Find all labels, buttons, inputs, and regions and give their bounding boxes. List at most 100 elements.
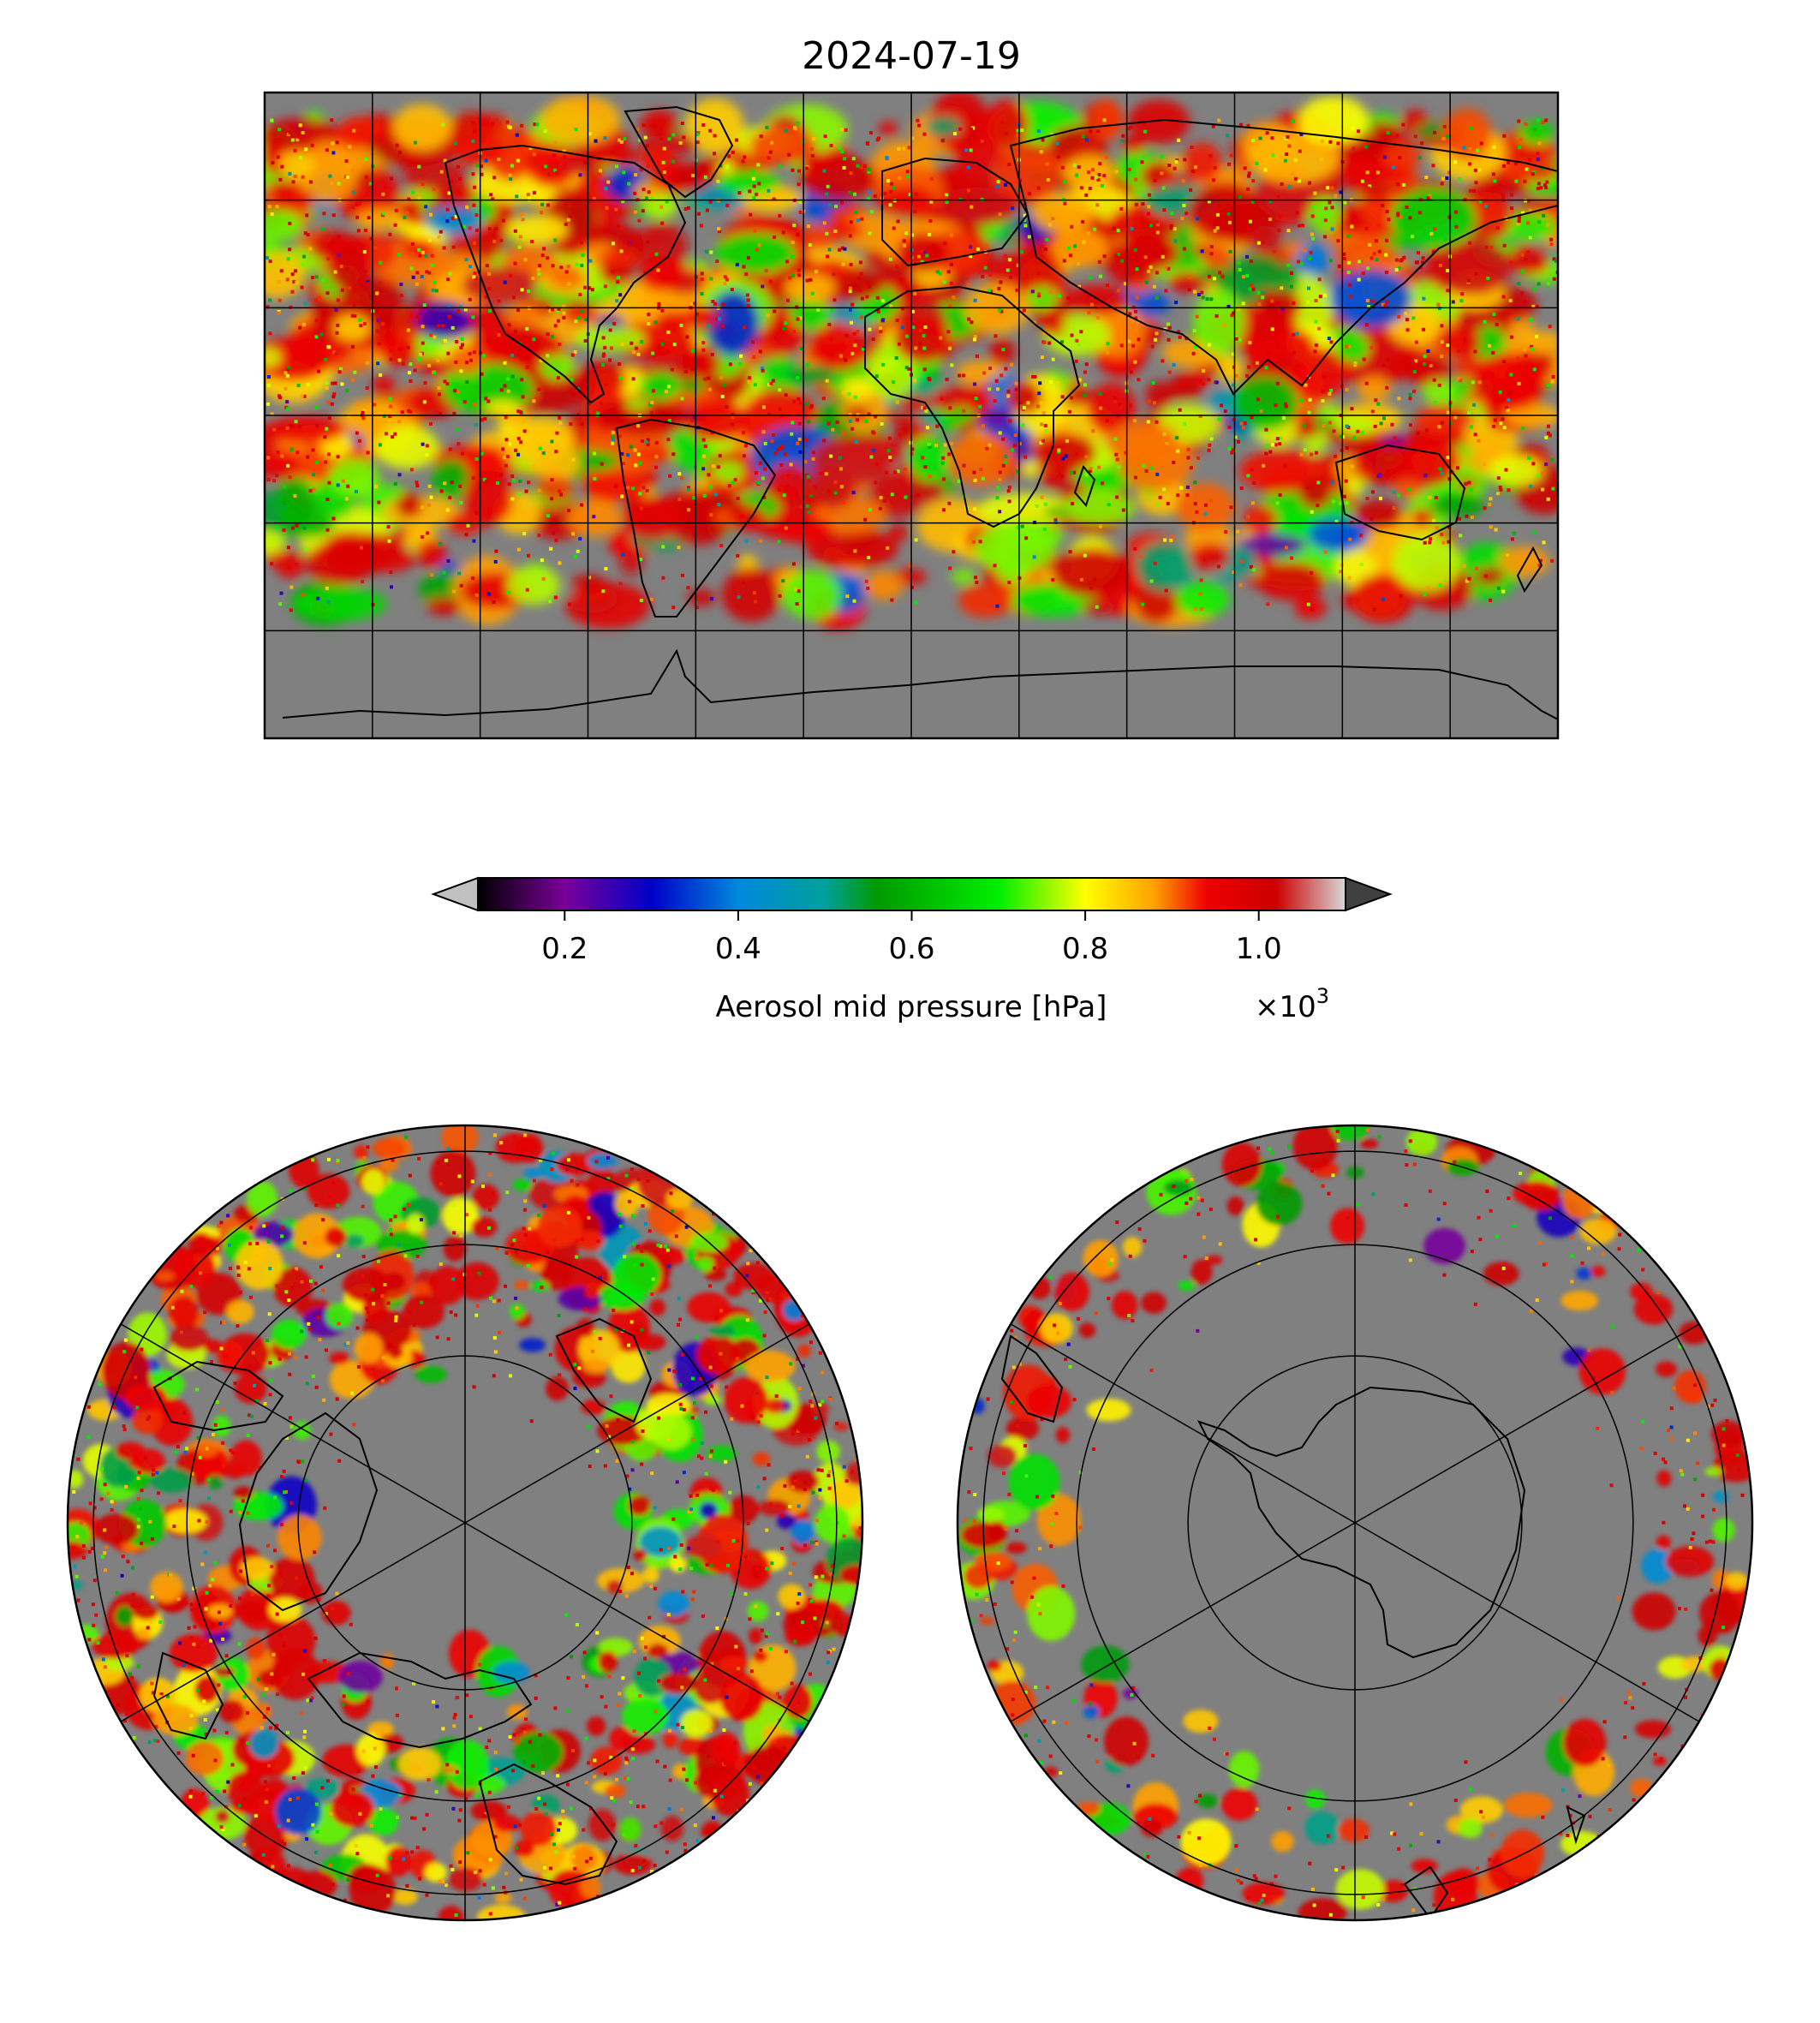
aerosol-pixel bbox=[1065, 439, 1070, 443]
aerosol-pixel bbox=[1299, 398, 1304, 403]
aerosol-pixel bbox=[246, 1434, 250, 1438]
aerosol-pixel bbox=[477, 1895, 481, 1900]
aerosol-pixel bbox=[489, 1296, 493, 1300]
aerosol-pixel bbox=[1248, 341, 1252, 345]
aerosol-pixel bbox=[454, 1313, 458, 1317]
aerosol-pixel bbox=[112, 1501, 116, 1506]
aerosol-pixel bbox=[1078, 452, 1083, 457]
aerosol-pixel bbox=[333, 556, 337, 560]
aerosol-pixel bbox=[725, 166, 730, 170]
aerosol-pixel bbox=[536, 267, 540, 272]
aerosol-pixel bbox=[504, 438, 509, 442]
aerosol-pixel bbox=[721, 302, 725, 307]
aerosol-pixel bbox=[751, 176, 755, 181]
aerosol-pixel bbox=[1364, 323, 1369, 327]
aerosol-blob bbox=[299, 141, 358, 204]
aerosol-pixel bbox=[1281, 312, 1286, 316]
aerosol-pixel bbox=[790, 1681, 794, 1686]
aerosol-pixel bbox=[532, 337, 536, 342]
aerosol-pixel bbox=[995, 604, 1000, 608]
aerosol-blob bbox=[719, 1672, 765, 1722]
aerosol-pixel bbox=[638, 1694, 642, 1698]
aerosol-pixel bbox=[391, 435, 395, 439]
aerosol-pixel bbox=[1531, 304, 1536, 308]
aerosol-pixel bbox=[1541, 120, 1545, 124]
aerosol-pixel bbox=[1310, 510, 1314, 514]
aerosol-pixel bbox=[1503, 384, 1507, 388]
aerosol-pixel bbox=[1490, 372, 1495, 376]
aerosol-pixel bbox=[1537, 182, 1541, 186]
aerosol-blob bbox=[194, 1675, 220, 1704]
aerosol-pixel bbox=[1005, 268, 1010, 272]
aerosol-pixel bbox=[914, 192, 918, 196]
aerosol-blob bbox=[908, 435, 949, 482]
aerosol-pixel bbox=[923, 465, 928, 469]
aerosol-pixel bbox=[264, 1687, 268, 1692]
aerosol-pixel bbox=[788, 276, 792, 280]
aerosol-pixel bbox=[1376, 474, 1381, 479]
aerosol-pixel bbox=[1185, 493, 1190, 498]
aerosol-pixel bbox=[410, 1816, 415, 1820]
aerosol-pixel bbox=[1113, 399, 1117, 403]
aerosol-pixel bbox=[1147, 193, 1151, 197]
aerosol-pixel bbox=[1265, 444, 1269, 448]
aerosol-pixel bbox=[770, 1561, 774, 1566]
aerosol-blob bbox=[811, 260, 850, 277]
aerosol-pixel bbox=[595, 1631, 600, 1635]
aerosol-pixel bbox=[750, 340, 755, 344]
aerosol-pixel bbox=[594, 139, 598, 143]
aerosol-pixel bbox=[701, 341, 706, 345]
aerosol-pixel bbox=[665, 1248, 670, 1252]
aerosol-pixel bbox=[436, 358, 440, 362]
aerosol-pixel bbox=[355, 202, 359, 206]
aerosol-pixel bbox=[564, 202, 569, 206]
aerosol-blob bbox=[470, 1800, 508, 1822]
aerosol-pixel bbox=[1379, 421, 1383, 426]
aerosol-pixel bbox=[1348, 283, 1352, 287]
aerosol-pixel bbox=[974, 397, 978, 401]
aerosol-pixel bbox=[358, 318, 362, 322]
aerosol-pixel bbox=[422, 1827, 427, 1831]
aerosol-pixel bbox=[826, 1473, 831, 1477]
aerosol-pixel bbox=[1007, 485, 1011, 489]
aerosol-pixel bbox=[271, 161, 275, 165]
aerosol-pixel bbox=[600, 1695, 604, 1699]
aerosol-pixel bbox=[122, 1424, 126, 1429]
aerosol-pixel bbox=[797, 169, 802, 173]
aerosol-pixel bbox=[1470, 516, 1474, 520]
aerosol-blob bbox=[581, 1399, 606, 1416]
aerosol-pixel bbox=[719, 375, 724, 379]
aerosol-pixel bbox=[337, 254, 342, 258]
aerosol-pixel bbox=[1283, 402, 1287, 406]
aerosol-pixel bbox=[180, 1289, 184, 1293]
aerosol-pixel bbox=[1300, 224, 1304, 228]
aerosol-pixel bbox=[791, 1432, 795, 1436]
aerosol-pixel bbox=[282, 1644, 286, 1648]
aerosol-blob bbox=[587, 1170, 618, 1196]
aerosol-pixel bbox=[1201, 382, 1205, 386]
aerosol-pixel bbox=[663, 1764, 667, 1769]
aerosol-pixel bbox=[441, 1727, 445, 1731]
aerosol-pixel bbox=[270, 212, 274, 216]
aerosol-pixel bbox=[648, 403, 653, 407]
aerosol-pixel bbox=[421, 182, 425, 187]
aerosol-pixel bbox=[1321, 390, 1325, 394]
aerosol-pixel bbox=[1342, 257, 1346, 261]
aerosol-pixel bbox=[1019, 401, 1023, 405]
aerosol-pixel bbox=[478, 1869, 482, 1873]
aerosol-pixel bbox=[239, 1778, 243, 1782]
aerosol-pixel bbox=[612, 242, 616, 246]
aerosol-pixel bbox=[305, 1381, 309, 1386]
aerosol-pixel bbox=[958, 171, 962, 176]
aerosol-pixel bbox=[717, 317, 721, 321]
aerosol-pixel bbox=[221, 1827, 225, 1831]
aerosol-pixel bbox=[1278, 493, 1282, 498]
aerosol-pixel bbox=[295, 138, 300, 142]
aerosol-pixel bbox=[559, 266, 564, 270]
aerosol-pixel bbox=[394, 1315, 398, 1319]
aerosol-blob bbox=[888, 524, 909, 541]
aerosol-pixel bbox=[277, 298, 282, 302]
aerosol-pixel bbox=[1188, 275, 1192, 279]
aerosol-pixel bbox=[1347, 576, 1352, 580]
aerosol-pixel bbox=[615, 299, 619, 303]
